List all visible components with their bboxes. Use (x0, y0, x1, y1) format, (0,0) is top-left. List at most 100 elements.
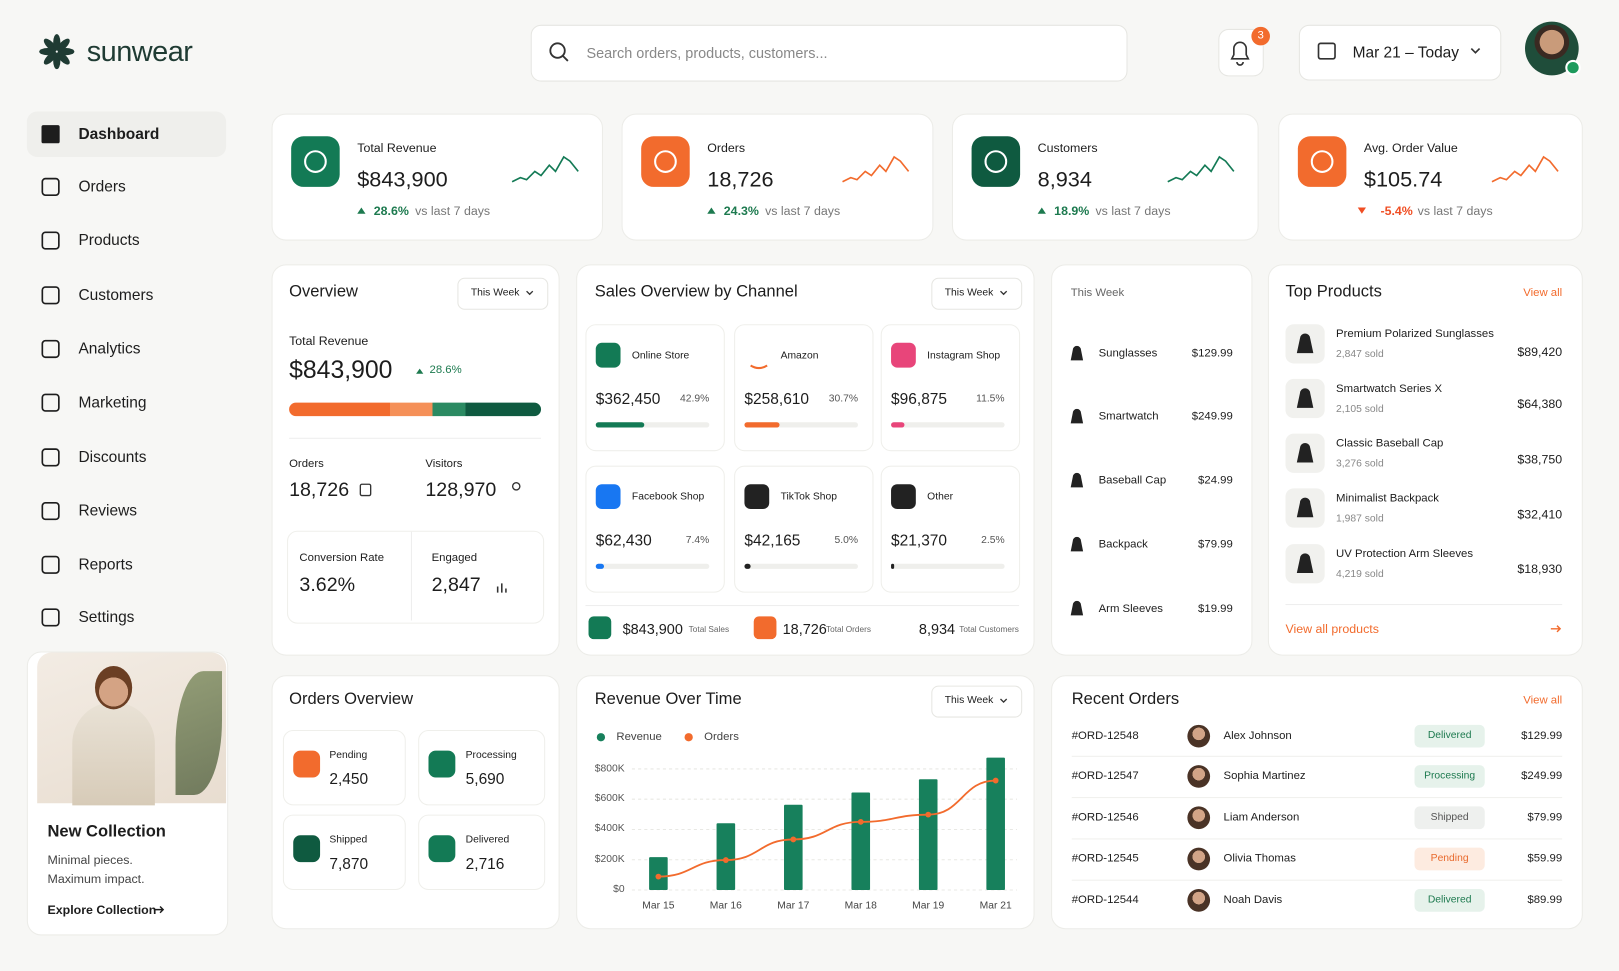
channel-amount: $21,370 (891, 532, 948, 550)
legend-label: Orders (704, 730, 739, 743)
nav-item[interactable]: Reports (78, 556, 133, 574)
x-tick-label: Mar 15 (642, 900, 675, 912)
nav-item[interactable]: Customers (78, 286, 154, 305)
filter-label: This Week (944, 694, 994, 707)
status-label: Pending (1430, 852, 1469, 865)
stat-value: 128,970 (425, 479, 497, 502)
card-title: Top Products (1285, 282, 1382, 301)
channel-name: Instagram Shop (927, 350, 1001, 362)
status-pill (1414, 724, 1485, 748)
promo-head (94, 665, 133, 710)
divider (289, 437, 542, 439)
channel-amount: $62,430 (595, 532, 652, 550)
total-label: Total Orders (826, 624, 871, 634)
customer-avatar (1187, 847, 1211, 871)
kpi-icon (971, 136, 1021, 187)
customer-name: Sophia Martinez (1223, 769, 1306, 783)
status-pill (1414, 888, 1485, 912)
product-name: Backpack (1098, 538, 1148, 551)
logo-petal (56, 38, 70, 52)
kpi-value: 18,726 (707, 167, 774, 192)
kpi-label: Avg. Order Value (1363, 140, 1458, 155)
customer-name: Noah Davis (1223, 893, 1283, 907)
product-revenue: $89,420 (1517, 344, 1563, 360)
nav-item[interactable]: Orders (78, 178, 126, 196)
nav-icon (41, 555, 60, 574)
customer-name: Alex Johnson (1223, 729, 1292, 742)
order-icon (293, 750, 321, 778)
customer-avatar (1187, 765, 1211, 788)
filter-button[interactable] (457, 277, 549, 310)
nav-item[interactable]: Analytics (78, 340, 141, 358)
filter-button[interactable] (931, 685, 1023, 718)
order-tile (418, 729, 546, 806)
nav-item[interactable]: Discounts (78, 448, 147, 467)
stat-label: Conversion Rate (299, 551, 385, 565)
order-value: 5,690 (465, 770, 505, 789)
kpi-change: 18.9% (1054, 203, 1090, 218)
product-sold: 2,105 sold (1336, 403, 1384, 416)
nav-item[interactable]: Reviews (78, 502, 137, 520)
total-label: Total Sales (688, 624, 730, 634)
promo-link[interactable]: Explore Collection (47, 902, 157, 917)
nav-item[interactable]: Products (78, 231, 140, 250)
share-bar (744, 422, 780, 428)
product-revenue: $32,410 (1517, 506, 1563, 522)
product-thumb (1285, 324, 1325, 364)
logo-petal (53, 34, 61, 51)
order-id: #ORD-12544 (1071, 893, 1139, 907)
kpi-value: $843,900 (357, 167, 448, 192)
stat-value: 18,726 (289, 479, 350, 502)
divider (1285, 604, 1563, 606)
total-value: 18,726 (782, 620, 827, 638)
channel-icon (744, 484, 770, 510)
view-all-link[interactable]: View all (1523, 694, 1563, 707)
recent-card (1051, 675, 1583, 930)
order-id: #ORD-12547 (1071, 769, 1139, 783)
share-bar (595, 563, 605, 569)
nav-icon (41, 286, 60, 305)
chart-title: Revenue Over Time (594, 690, 742, 709)
search-placeholder: Search orders, products, customers... (586, 44, 828, 61)
order-amount: $89.99 (1527, 893, 1563, 907)
kpi-label: Orders (707, 140, 746, 155)
product-name: Minimalist Backpack (1336, 491, 1439, 505)
share-track (744, 563, 859, 569)
stat-tile (287, 530, 545, 624)
stat-label: Engaged (431, 551, 478, 565)
nav-item[interactable]: Marketing (78, 393, 147, 412)
product-sold: 3,276 sold (1336, 458, 1384, 470)
share-track (595, 422, 710, 428)
nav-item[interactable]: Settings (78, 608, 135, 627)
card-title: Sales Overview by Channel (594, 282, 798, 301)
channel-name: Other (927, 491, 954, 503)
status-label: Delivered (1427, 894, 1472, 906)
channel-icon (595, 484, 621, 510)
channel-share: 30.7% (828, 393, 859, 405)
search-box[interactable] (530, 24, 1128, 82)
filter-label: This Week (944, 287, 994, 299)
total-value: 8,934 (918, 620, 956, 638)
row-divider (1071, 755, 1563, 757)
y-tick-label: $0 (613, 883, 625, 896)
x-tick-label: Mar 16 (709, 900, 742, 912)
customer-name: Olivia Thomas (1223, 852, 1296, 865)
card-title: Overview (289, 282, 358, 301)
kpi-label: Customers (1037, 140, 1098, 155)
channel-name: TikTok Shop (780, 491, 838, 503)
order-amount: $59.99 (1527, 852, 1563, 865)
filter-button[interactable] (931, 277, 1023, 310)
date-picker[interactable] (1298, 24, 1502, 81)
badge-count: 3 (1257, 29, 1264, 42)
view-all-link[interactable]: View all (1523, 286, 1563, 299)
view-all-products[interactable]: View all products (1285, 621, 1379, 637)
status-pill (1414, 806, 1485, 830)
product-price: $249.99 (1191, 410, 1233, 423)
channel-name: Amazon (780, 350, 819, 362)
order-label: Pending (329, 749, 368, 761)
share-bar (744, 563, 751, 569)
channel-share: 5.0% (834, 534, 859, 547)
nav-item[interactable]: Dashboard (78, 125, 160, 144)
stat-label: Total Revenue (289, 333, 369, 348)
order-id: #ORD-12545 (1071, 852, 1139, 865)
